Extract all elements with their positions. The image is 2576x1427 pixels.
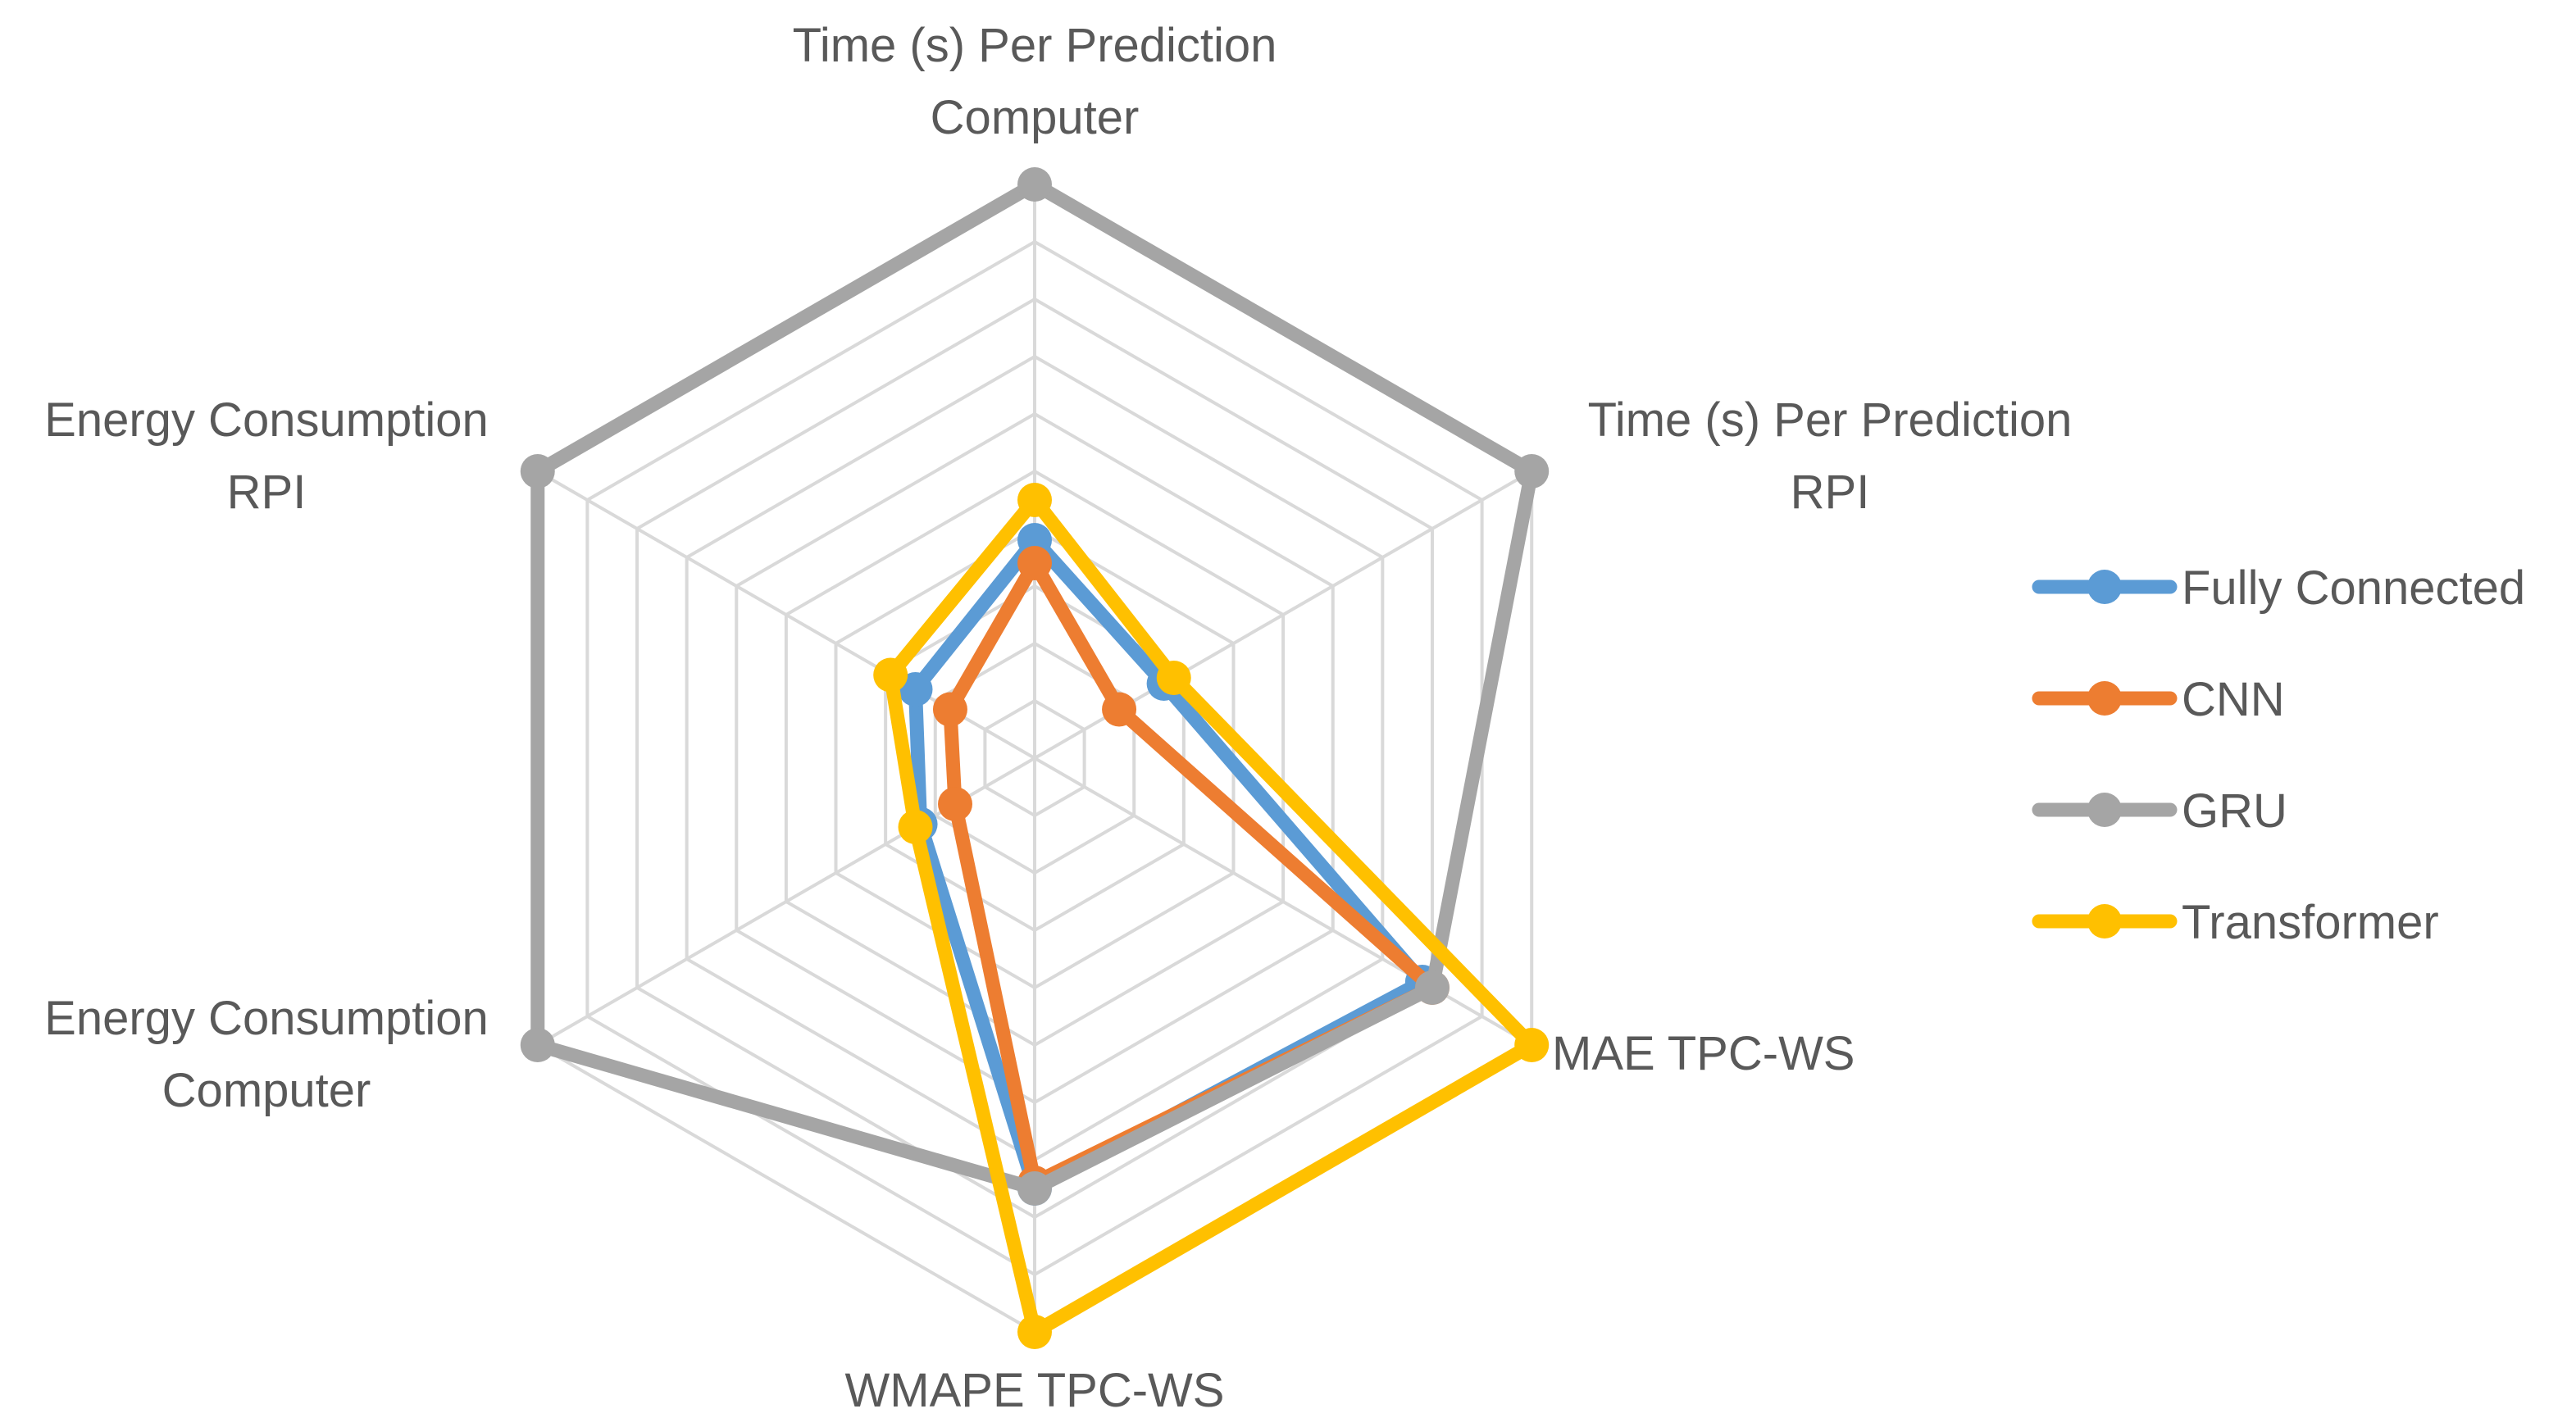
axis-label-4-line-1: Computer (162, 1064, 371, 1117)
series-layer (520, 167, 1550, 1349)
axis-label-2: MAE TPC-WS (1552, 1027, 1855, 1080)
series-1-point-5 (932, 692, 967, 727)
series-3 (873, 483, 1550, 1349)
series-3-point-4 (898, 810, 933, 844)
series-2 (520, 167, 1550, 1206)
legend-label-3: Transformer (2182, 896, 2439, 949)
legend-label-0: Fully Connected (2182, 561, 2525, 615)
legend: Fully Connected CNN GRU Transformer (2032, 561, 2525, 949)
axis-label-1-line-1: RPI (1791, 466, 1870, 519)
series-line-3 (883, 493, 1539, 1339)
axis-label-5: Energy Consumption RPI (44, 393, 489, 519)
series-1-point-4 (938, 787, 973, 821)
legend-swatch-marker-3 (2087, 904, 2122, 938)
axis-label-3-line-0: WMAPE TPC-WS (845, 1364, 1225, 1417)
axis-label-2-line-0: MAE TPC-WS (1552, 1027, 1855, 1080)
legend-label-2: GRU (2182, 784, 2287, 838)
axis-label-4-line-0: Energy Consumption (44, 992, 489, 1045)
legend-swatch-marker-2 (2087, 793, 2122, 827)
series-3-point-5 (873, 657, 908, 693)
legend-label-1: CNN (2182, 673, 2285, 726)
axis-label-5-line-0: Energy Consumption (44, 393, 489, 447)
series-3-point-1 (1156, 661, 1191, 695)
series-2-point-3 (1017, 1171, 1052, 1206)
axis-label-0: Time (s) Per Prediction Computer (793, 19, 1277, 144)
series-2-point-5 (520, 454, 555, 489)
series-2-point-0 (1017, 167, 1052, 202)
series-1-point-1 (1102, 692, 1137, 727)
series-3-point-3 (1017, 1315, 1052, 1349)
axis-label-0-line-1: Computer (931, 91, 1140, 144)
axis-label-4: Energy Consumption Computer (44, 992, 489, 1117)
series-2-point-1 (1514, 454, 1550, 489)
series-0-point-5 (898, 672, 933, 707)
series-3-point-0 (1017, 483, 1052, 517)
axis-label-0-line-0: Time (s) Per Prediction (793, 19, 1277, 72)
series-3-point-2 (1514, 1028, 1550, 1062)
legend-swatch-marker-0 (2087, 570, 2122, 604)
legend-swatch-marker-1 (2087, 681, 2122, 716)
series-2-point-2 (1414, 970, 1450, 1005)
axis-label-1-line-0: Time (s) Per Prediction (1588, 393, 2073, 447)
axis-spoke-2 (1033, 757, 1533, 1047)
axis-label-1: Time (s) Per Prediction RPI (1588, 393, 2073, 519)
series-1-point-0 (1017, 546, 1052, 580)
axis-label-3: WMAPE TPC-WS (845, 1364, 1225, 1417)
series-2-point-4 (520, 1028, 555, 1062)
axis-label-5-line-1: RPI (227, 466, 307, 519)
